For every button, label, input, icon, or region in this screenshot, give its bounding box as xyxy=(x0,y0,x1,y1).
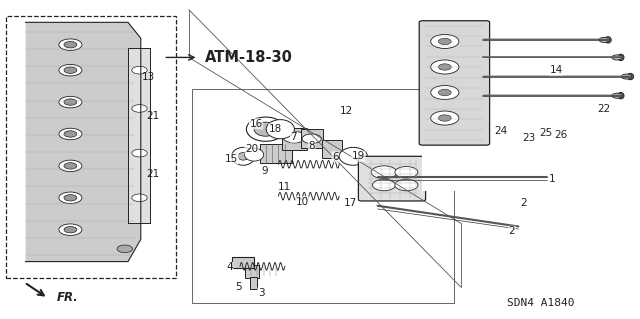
Text: 7: 7 xyxy=(291,132,297,142)
Circle shape xyxy=(431,60,459,74)
Circle shape xyxy=(59,192,82,204)
Bar xyxy=(301,129,323,148)
Circle shape xyxy=(621,74,632,79)
Text: 13: 13 xyxy=(142,71,156,82)
Text: 4: 4 xyxy=(227,262,233,272)
Text: 21: 21 xyxy=(146,169,159,179)
Circle shape xyxy=(371,166,397,179)
Text: 5: 5 xyxy=(236,282,242,292)
Circle shape xyxy=(438,89,451,96)
Circle shape xyxy=(117,245,132,253)
Text: 26: 26 xyxy=(554,130,567,140)
Polygon shape xyxy=(26,22,141,262)
Bar xyxy=(232,257,254,268)
Circle shape xyxy=(59,64,82,76)
Text: ATM-18-30: ATM-18-30 xyxy=(205,50,292,65)
Circle shape xyxy=(302,134,321,144)
Circle shape xyxy=(64,99,77,105)
Bar xyxy=(6,16,176,278)
Circle shape xyxy=(395,179,418,191)
FancyBboxPatch shape xyxy=(358,156,426,201)
Circle shape xyxy=(599,37,609,42)
Circle shape xyxy=(59,224,82,235)
Circle shape xyxy=(431,111,459,125)
Text: 3: 3 xyxy=(258,288,264,298)
Text: 1: 1 xyxy=(548,174,555,184)
Text: 9: 9 xyxy=(261,166,268,176)
Circle shape xyxy=(395,167,418,178)
Ellipse shape xyxy=(238,152,248,160)
Bar xyxy=(260,144,292,163)
Bar xyxy=(250,277,257,289)
Circle shape xyxy=(132,149,147,157)
Text: 20: 20 xyxy=(245,144,258,154)
Text: 22: 22 xyxy=(598,104,611,115)
Text: SDN4 A1840: SDN4 A1840 xyxy=(507,298,575,308)
Text: 10: 10 xyxy=(296,197,308,207)
Ellipse shape xyxy=(618,54,624,61)
Circle shape xyxy=(64,226,77,233)
Circle shape xyxy=(64,67,77,73)
Polygon shape xyxy=(128,48,150,223)
Text: 2: 2 xyxy=(520,197,527,208)
Circle shape xyxy=(438,64,451,70)
Bar xyxy=(245,265,259,278)
Circle shape xyxy=(612,55,622,60)
Circle shape xyxy=(612,93,622,98)
Circle shape xyxy=(64,163,77,169)
Text: 6: 6 xyxy=(332,152,339,162)
FancyBboxPatch shape xyxy=(419,21,490,145)
Ellipse shape xyxy=(605,37,611,43)
Circle shape xyxy=(59,128,82,140)
Circle shape xyxy=(431,34,459,48)
Bar xyxy=(282,128,307,150)
Ellipse shape xyxy=(232,147,255,165)
Text: 2: 2 xyxy=(509,226,515,236)
Ellipse shape xyxy=(618,93,624,99)
Circle shape xyxy=(132,66,147,74)
Text: 21: 21 xyxy=(146,111,159,122)
Circle shape xyxy=(438,115,451,121)
Text: 17: 17 xyxy=(344,198,357,208)
Circle shape xyxy=(283,131,306,143)
Ellipse shape xyxy=(266,120,294,139)
Text: 23: 23 xyxy=(522,133,535,143)
Circle shape xyxy=(64,131,77,137)
Circle shape xyxy=(64,195,77,201)
Ellipse shape xyxy=(339,147,367,165)
Text: 12: 12 xyxy=(340,106,353,116)
Text: 15: 15 xyxy=(225,154,238,164)
Circle shape xyxy=(372,179,396,191)
Text: FR.: FR. xyxy=(56,291,78,304)
Ellipse shape xyxy=(627,73,634,80)
Circle shape xyxy=(132,105,147,112)
Circle shape xyxy=(438,38,451,45)
Circle shape xyxy=(132,194,147,202)
Text: 18: 18 xyxy=(269,124,282,134)
Circle shape xyxy=(59,160,82,172)
Text: 8: 8 xyxy=(308,141,315,151)
Circle shape xyxy=(59,39,82,50)
Bar xyxy=(422,16,634,191)
Ellipse shape xyxy=(244,148,264,161)
Circle shape xyxy=(64,41,77,48)
Text: 24: 24 xyxy=(494,126,507,136)
Text: 19: 19 xyxy=(352,151,365,161)
Text: 16: 16 xyxy=(250,119,262,129)
Text: 11: 11 xyxy=(278,182,291,192)
Bar xyxy=(322,140,342,158)
Ellipse shape xyxy=(246,117,285,141)
Circle shape xyxy=(59,96,82,108)
Circle shape xyxy=(431,85,459,100)
Ellipse shape xyxy=(254,122,277,136)
Text: 14: 14 xyxy=(550,65,563,75)
Text: 25: 25 xyxy=(540,128,552,138)
